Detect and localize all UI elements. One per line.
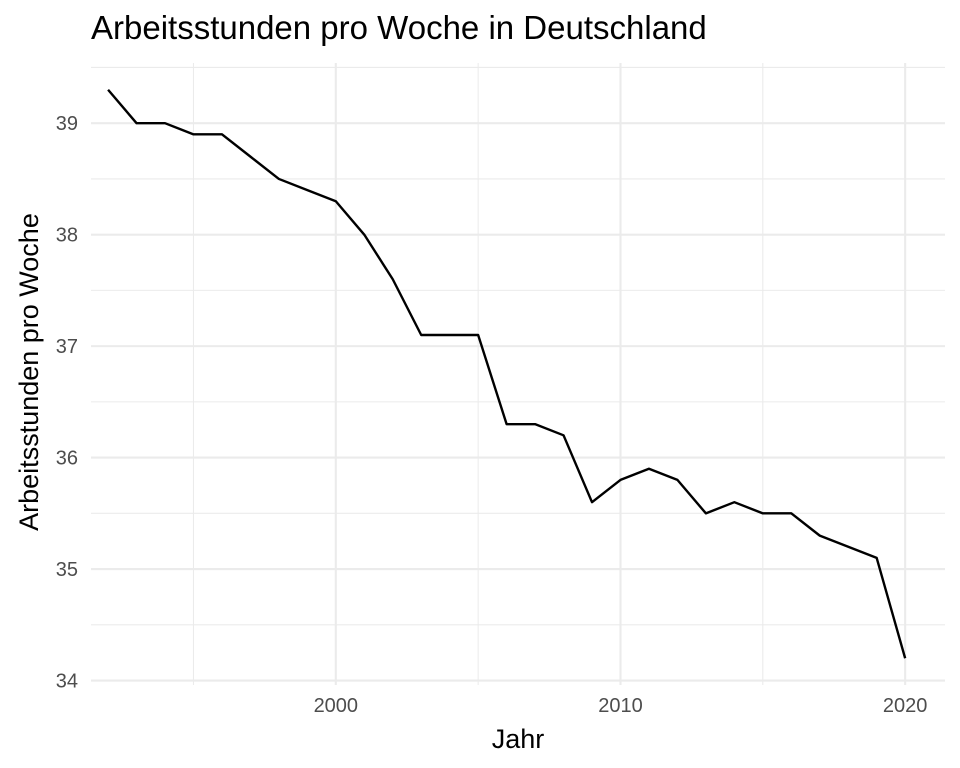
y-axis-title: Arbeitsstunden pro Woche	[14, 213, 44, 531]
x-axis-tick-labels: 2000 2010 2020	[314, 695, 928, 717]
y-tick-label: 39	[56, 113, 78, 135]
y-tick-label: 36	[56, 448, 78, 470]
x-tick-label: 2020	[883, 695, 928, 717]
chart-title: Arbeitsstunden pro Woche in Deutschland	[91, 9, 707, 46]
y-tick-label: 38	[56, 225, 78, 247]
y-tick-label: 37	[56, 336, 78, 358]
y-tick-label: 34	[56, 671, 78, 693]
series-line	[107, 88, 907, 659]
y-axis-tick-labels: 34 35 36 37 38 39	[56, 113, 78, 692]
x-tick-label: 2000	[314, 695, 359, 717]
y-tick-label: 35	[56, 559, 78, 581]
x-axis-title: Jahr	[492, 724, 545, 754]
series-layer	[107, 88, 907, 659]
x-tick-label: 2010	[598, 695, 643, 717]
grid	[91, 63, 945, 685]
